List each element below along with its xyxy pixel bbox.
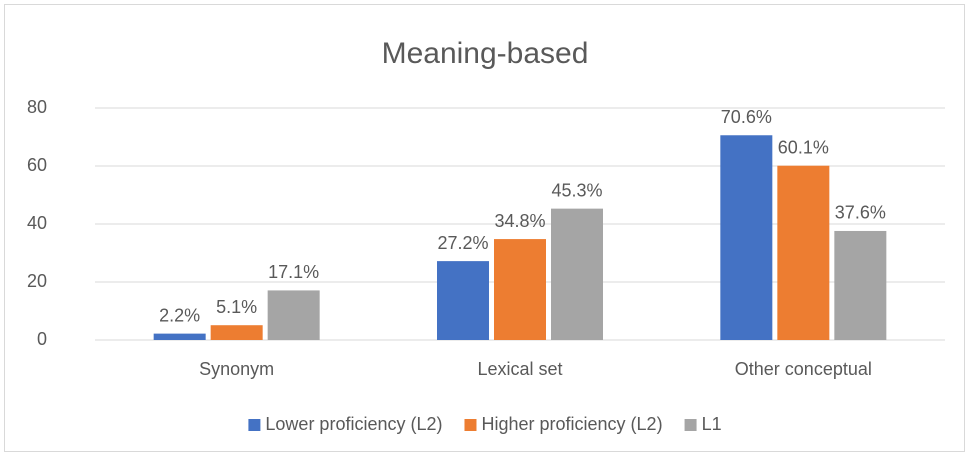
data-label: 60.1% (778, 137, 829, 157)
data-label: 5.1% (216, 297, 257, 317)
legend-label: Higher proficiency (L2) (481, 414, 662, 434)
y-tick-label: 60 (27, 155, 47, 175)
data-label: 2.2% (159, 305, 200, 325)
chart-title: Meaning-based (382, 37, 589, 70)
bar (494, 239, 546, 340)
legend-swatch (464, 419, 477, 431)
data-label: 37.6% (835, 203, 886, 223)
legend-swatch (684, 419, 697, 431)
bar (210, 325, 263, 340)
data-label: 45.3% (551, 180, 602, 200)
bar (551, 208, 603, 340)
bar (153, 333, 206, 340)
legend-label: Lower proficiency (L2) (265, 414, 442, 434)
y-tick-label: 20 (27, 271, 47, 291)
bar (777, 165, 830, 340)
x-tick-label: Other conceptual (735, 359, 872, 379)
bar (437, 261, 489, 340)
bar (267, 290, 320, 340)
data-label: 27.2% (437, 233, 488, 253)
data-label: 34.8% (494, 211, 545, 231)
y-tick-label: 0 (37, 329, 47, 349)
bar (720, 135, 773, 340)
legend-label: L1 (702, 414, 722, 434)
y-tick-label: 40 (27, 213, 47, 233)
legend-swatch (248, 419, 261, 431)
data-label: 17.1% (268, 262, 319, 282)
y-tick-label: 80 (27, 97, 47, 117)
x-tick-label: Synonym (199, 359, 274, 379)
x-tick-label: Lexical set (477, 359, 562, 379)
data-label: 70.6% (721, 107, 772, 127)
bar (834, 230, 887, 340)
